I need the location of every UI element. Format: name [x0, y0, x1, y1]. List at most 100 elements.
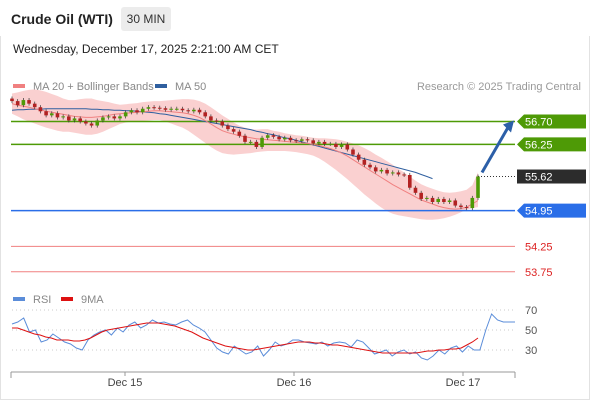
- candle-body: [180, 108, 185, 111]
- candle-body: [396, 172, 401, 175]
- candle-body: [356, 154, 361, 160]
- candle-body: [231, 129, 236, 132]
- rsi-legend-swatch-0: [13, 297, 25, 301]
- header: Crude Oil (WTI) 30 MIN: [0, 0, 590, 36]
- level-label-1: 56.25: [525, 139, 553, 151]
- bollinger-band: [12, 89, 478, 220]
- candle-body: [334, 143, 338, 147]
- rsi-legend-swatch-1: [61, 297, 73, 301]
- level-label-3: 54.95: [525, 206, 553, 218]
- candle-body: [413, 187, 418, 193]
- legend-label-1: MA 50: [175, 81, 206, 93]
- candle-body: [129, 110, 134, 113]
- forecast-arrow-head: [503, 120, 514, 133]
- candle-body: [214, 120, 219, 122]
- candle-body: [135, 110, 139, 113]
- candle-body: [61, 116, 65, 118]
- current-price-tag: [517, 169, 586, 184]
- instrument-title: Crude Oil (WTI): [11, 11, 113, 27]
- candle-body: [425, 197, 429, 199]
- rsi-ma9-line: [12, 322, 479, 354]
- resistance-level-tag: [517, 114, 586, 129]
- candle-body: [317, 141, 321, 144]
- candle-body: [95, 120, 100, 126]
- candle-body: [345, 144, 350, 150]
- rsi-legend-label-0: RSI: [33, 294, 51, 306]
- candle-body: [106, 116, 111, 118]
- candle-body: [430, 197, 435, 202]
- candle-body: [140, 108, 145, 113]
- level-label-4: 54.25: [525, 241, 553, 253]
- legend-swatch-0: [13, 84, 25, 88]
- candle-body: [311, 140, 315, 144]
- candle-body: [146, 107, 151, 109]
- candle-body: [436, 198, 441, 202]
- candle-body: [112, 116, 117, 119]
- candle-body: [152, 107, 156, 109]
- candle-body: [339, 144, 344, 147]
- candle-body: [89, 123, 94, 126]
- candle-body: [10, 98, 14, 102]
- support-level-tag: [517, 203, 586, 218]
- timeframe-button[interactable]: 30 MIN: [121, 7, 171, 31]
- candle-body: [38, 107, 43, 112]
- candle-body: [408, 174, 412, 188]
- candle-body: [447, 200, 452, 202]
- candle-body: [419, 192, 423, 199]
- forecast-arrow: [480, 126, 510, 174]
- candle-body: [192, 109, 196, 112]
- candle-body: [254, 141, 259, 147]
- candle-body: [248, 141, 253, 143]
- candle-body: [163, 108, 168, 110]
- candle-body: [379, 169, 384, 172]
- candle-body: [402, 174, 406, 176]
- candle-body: [123, 112, 128, 117]
- timestamp: Wednesday, December 17, 2025 2:21:00 AM …: [13, 42, 279, 56]
- candle-body: [368, 164, 372, 168]
- candle-body: [101, 117, 105, 121]
- x-tick-label-0: Dec 15: [108, 377, 143, 389]
- candle-body: [243, 135, 247, 142]
- candle-body: [84, 121, 88, 124]
- level-label-2: 55.62: [525, 172, 553, 184]
- candle-body: [157, 107, 162, 109]
- candle-body: [169, 108, 173, 110]
- candle-body: [21, 100, 26, 106]
- candle-body: [294, 140, 298, 142]
- candle-body: [44, 111, 48, 116]
- candle-body: [362, 159, 367, 165]
- candle-body: [27, 100, 31, 104]
- candle-body: [72, 118, 77, 121]
- candle-body: [260, 137, 264, 147]
- x-tick-label-1: Dec 16: [277, 377, 312, 389]
- candle-body: [197, 109, 202, 113]
- rsi-line: [11, 313, 515, 361]
- rsi-legend-label-1: 9MA: [81, 294, 104, 306]
- candle-body: [226, 125, 230, 130]
- candle-body: [186, 110, 190, 112]
- candle-body: [464, 207, 469, 209]
- candle-body: [220, 121, 225, 126]
- candle-body: [277, 136, 281, 140]
- candle-body: [322, 141, 327, 144]
- candle-body: [351, 149, 355, 155]
- candle-body: [78, 118, 82, 122]
- candle-body: [459, 205, 463, 208]
- candle-body: [288, 137, 293, 141]
- candle-body: [282, 137, 287, 140]
- credit-label: Research © 2025 Trading Central: [417, 81, 581, 93]
- candle-body: [271, 135, 276, 137]
- rsi-tick-2: 70: [525, 305, 537, 317]
- candle-body: [67, 116, 71, 121]
- candle-body: [373, 167, 378, 172]
- candle-body: [476, 176, 480, 198]
- x-tick-label-2: Dec 17: [446, 377, 481, 389]
- candle-body: [49, 113, 54, 116]
- candle-body: [385, 169, 389, 174]
- candle-body: [390, 172, 395, 174]
- candle-body: [55, 113, 60, 118]
- rsi-tick-0: 30: [525, 345, 537, 357]
- level-label-5: 53.75: [525, 267, 553, 279]
- candle-body: [453, 200, 458, 206]
